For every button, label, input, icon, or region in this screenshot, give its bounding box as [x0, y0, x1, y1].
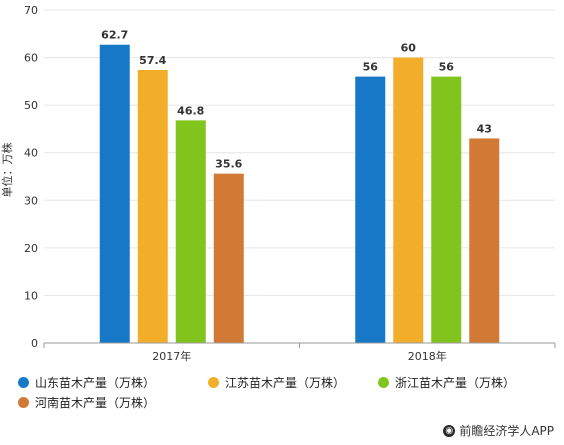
legend-label: 浙江苗木产量（万株） [395, 376, 516, 390]
y-axis: 0 10 20 30 40 50 60 70 [24, 4, 38, 350]
bar [393, 57, 424, 343]
logo-icon: ◉ [443, 424, 456, 437]
legend-item: 河南苗木产量（万株） [18, 394, 155, 411]
data-label: 46.8 [177, 104, 204, 117]
legend-swatch [18, 377, 29, 388]
legend-item: 浙江苗木产量（万株） [378, 374, 515, 391]
legend-label: 江苏苗木产量（万株） [225, 376, 346, 390]
bar [213, 173, 244, 343]
data-label: 62.7 [101, 29, 128, 42]
bar [99, 44, 130, 343]
data-label: 60 [401, 42, 417, 55]
y-axis-label: 单位：万株 [0, 143, 14, 198]
x-tick-label: 2017年 [152, 349, 191, 363]
bar [137, 69, 168, 343]
y-tick-label: 20 [24, 242, 38, 255]
bar [175, 120, 206, 343]
y-tick-label: 10 [24, 289, 38, 302]
bar [431, 76, 462, 343]
y-tick-label: 0 [31, 337, 38, 350]
y-tick-label: 60 [24, 52, 38, 65]
x-tick-label: 2018年 [408, 349, 447, 363]
legend-item: 山东苗木产量（万株） [18, 374, 155, 391]
y-tick-label: 70 [24, 4, 38, 17]
data-label: 56 [439, 61, 455, 74]
x-axis: 2017年 2018年 [43, 342, 556, 363]
legend-swatch [378, 377, 389, 388]
credit-text: 前瞻经济学人APP [459, 424, 554, 438]
legend-swatch [208, 377, 219, 388]
y-tick-label: 40 [24, 147, 38, 160]
legend-item: 江苏苗木产量（万株） [208, 374, 345, 391]
data-label: 43 [477, 122, 492, 135]
legend-label: 河南苗木产量（万株） [35, 396, 156, 410]
bar [355, 76, 386, 343]
y-tick-label: 30 [24, 194, 38, 207]
bar [469, 138, 500, 343]
source-credit: ◉ 前瞻经济学人APP [443, 422, 554, 439]
data-label: 56 [363, 61, 379, 74]
legend-swatch [18, 397, 29, 408]
data-label: 35.6 [215, 158, 242, 171]
bars: 62.7 57.4 46.8 35.6 56 60 56 43 [99, 29, 500, 343]
y-tick-label: 50 [24, 99, 38, 112]
data-label: 57.4 [139, 54, 166, 67]
legend-label: 山东苗木产量（万株） [35, 376, 156, 390]
